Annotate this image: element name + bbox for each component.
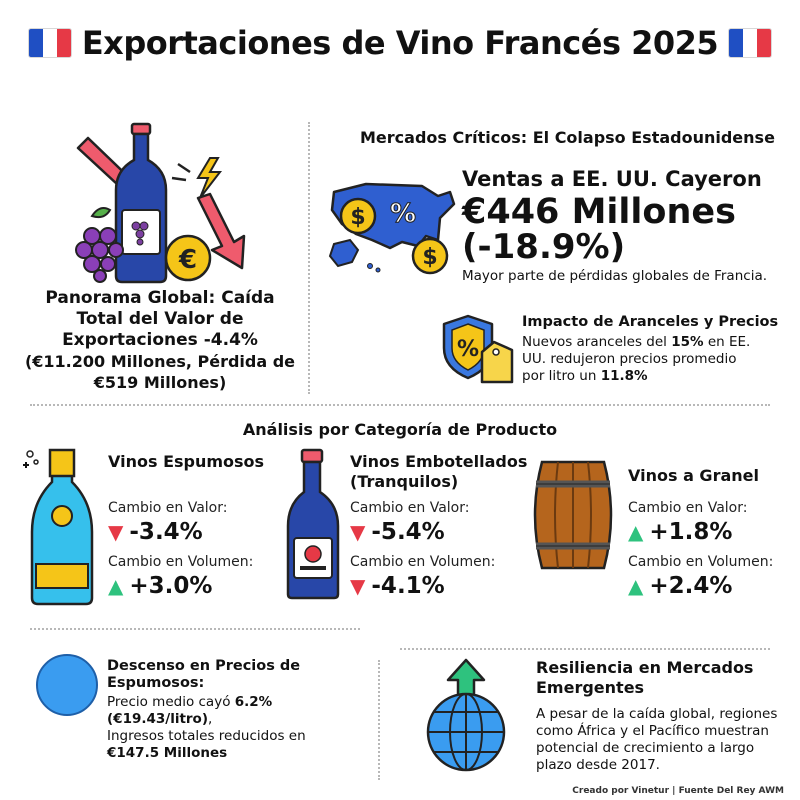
- categories-heading: Análisis por Categoría de Producto: [242, 420, 558, 439]
- svg-text:$: $: [422, 245, 437, 270]
- red-wine-bottle-icon: [286, 448, 340, 600]
- volume-change: ▲ +3.0%: [108, 573, 212, 599]
- sparkling-price-text-part: Ingresos totales reducidos en: [107, 728, 306, 744]
- divider-horizontal-bottom-left: [30, 628, 360, 630]
- green-up-arrow-icon: [446, 658, 486, 698]
- grapes-icon: [75, 207, 124, 283]
- euro-coin-icon: €: [164, 234, 212, 282]
- value-change: ▼ -5.4%: [350, 519, 445, 545]
- tariff-text-part: Nuevos aranceles del: [522, 334, 672, 350]
- tariff-text: Nuevos aranceles del 15% en EE. UU. redu…: [522, 334, 762, 385]
- credit-footer: Creado por Vinetur | Fuente Del Rey AWM: [572, 786, 784, 796]
- overview-detail: (€11.200 Millones, Pérdida de €519 Millo…: [24, 352, 296, 392]
- category-name: Vinos Espumosos: [108, 452, 265, 471]
- value-change-label: Cambio en Valor:: [350, 500, 470, 516]
- price-tag-icon: [480, 340, 514, 384]
- sparkling-price-per-litre: (€19.43/litro): [107, 711, 209, 727]
- sparkling-price-drop: 6.2%: [234, 694, 273, 710]
- wine-barrel-icon: [533, 460, 613, 570]
- tariff-shield-icon: %: [442, 314, 514, 384]
- svg-text:%: %: [390, 199, 416, 229]
- sparkling-price-title: Descenso en Precios de Espumosos:: [107, 658, 301, 691]
- sparkling-price-text: Precio medio cayó 6.2% (€19.43/litro), I…: [107, 694, 337, 762]
- globe-growth-icon: [426, 658, 506, 772]
- svg-text:%: %: [457, 337, 479, 362]
- overview-text: Panorama Global: Caída Total del Valor d…: [20, 288, 300, 393]
- divider-vertical-top: [308, 122, 310, 394]
- value-change-label: Cambio en Valor:: [628, 500, 748, 516]
- volume-change-label: Cambio en Volumen:: [628, 554, 774, 570]
- french-flag-icon: [728, 28, 773, 58]
- svg-text:€: €: [178, 245, 197, 275]
- wine-decline-illustration: €: [75, 122, 246, 284]
- volume-change-amount: +2.4%: [649, 573, 733, 599]
- red-down-arrow-icon: ▼: [350, 520, 366, 544]
- title-row: Exportaciones de Vino Francés 2025: [0, 18, 800, 68]
- category-name: Vinos Embotellados (Tranquilos): [350, 452, 528, 491]
- red-down-arrow-icon: ▼: [350, 574, 366, 598]
- value-change-amount: -3.4%: [129, 519, 203, 545]
- wine-bottle-icon: [114, 122, 168, 284]
- red-arrow-icon: [196, 192, 246, 270]
- us-sales-amount: €446 Millones: [462, 192, 736, 232]
- green-up-arrow-icon: ▲: [628, 520, 644, 544]
- tariff-text-part: en EE. UU. redujeron precios promedio po…: [522, 334, 751, 384]
- sparkling-price-text-part: Precio medio cayó: [107, 694, 235, 710]
- value-change: ▲ +1.8%: [628, 519, 732, 545]
- volume-change-amount: -4.1%: [371, 573, 445, 599]
- red-down-arrow-icon: ▼: [108, 520, 124, 544]
- value-change-label: Cambio en Valor:: [108, 500, 228, 516]
- volume-change: ▲ +2.4%: [628, 573, 732, 599]
- us-sales-label: Ventas a EE. UU. Cayeron: [462, 167, 762, 191]
- volume-change-label: Cambio en Volumen:: [350, 554, 496, 570]
- sparkling-price-text-part: ,: [208, 711, 213, 727]
- green-up-arrow-icon: ▲: [108, 574, 124, 598]
- tariff-title: Impacto de Aranceles y Precios: [522, 314, 779, 330]
- emerging-markets-text: A pesar de la caída global, regiones com…: [536, 706, 778, 773]
- dollar-coin-icon: $: [339, 197, 377, 235]
- tariff-rate: 15%: [671, 334, 704, 350]
- sparkling-revenue-reduction: €147.5 Millones: [107, 745, 228, 761]
- svg-text:$: $: [350, 205, 365, 230]
- volume-change-label: Cambio en Volumen:: [108, 554, 254, 570]
- volume-change: ▼ -4.1%: [350, 573, 445, 599]
- markets-heading: Mercados Críticos: El Colapso Estadounid…: [360, 128, 775, 147]
- us-sales-note: Mayor parte de pérdidas globales de Fran…: [462, 268, 768, 284]
- usa-map-icon: % $ $: [328, 182, 456, 275]
- value-change-amount: +1.8%: [649, 519, 733, 545]
- lightning-icon: [171, 157, 223, 199]
- divider-vertical-bottom: [378, 660, 380, 780]
- dollar-coin-icon: $: [411, 237, 449, 275]
- divider-horizontal-middle: [30, 404, 770, 406]
- value-change: ▼ -3.4%: [108, 519, 203, 545]
- page-title: Exportaciones de Vino Francés 2025: [81, 24, 719, 62]
- value-change-amount: -5.4%: [371, 519, 445, 545]
- us-sales-change: (-18.9%): [462, 227, 626, 267]
- volume-change-amount: +3.0%: [129, 573, 213, 599]
- champagne-bottle-icon: [23, 448, 94, 606]
- tariff-price-drop: 11.8%: [600, 368, 648, 384]
- blue-circle-icon: [36, 654, 98, 716]
- green-up-arrow-icon: ▲: [628, 574, 644, 598]
- overview-title: Panorama Global: Caída Total del Valor d…: [45, 288, 275, 350]
- category-name: Vinos a Granel: [628, 466, 759, 485]
- french-flag-icon: [27, 28, 72, 58]
- emerging-markets-title: Resiliencia en Mercados Emergentes: [536, 658, 754, 697]
- divider-horizontal-bottom-right: [400, 648, 770, 650]
